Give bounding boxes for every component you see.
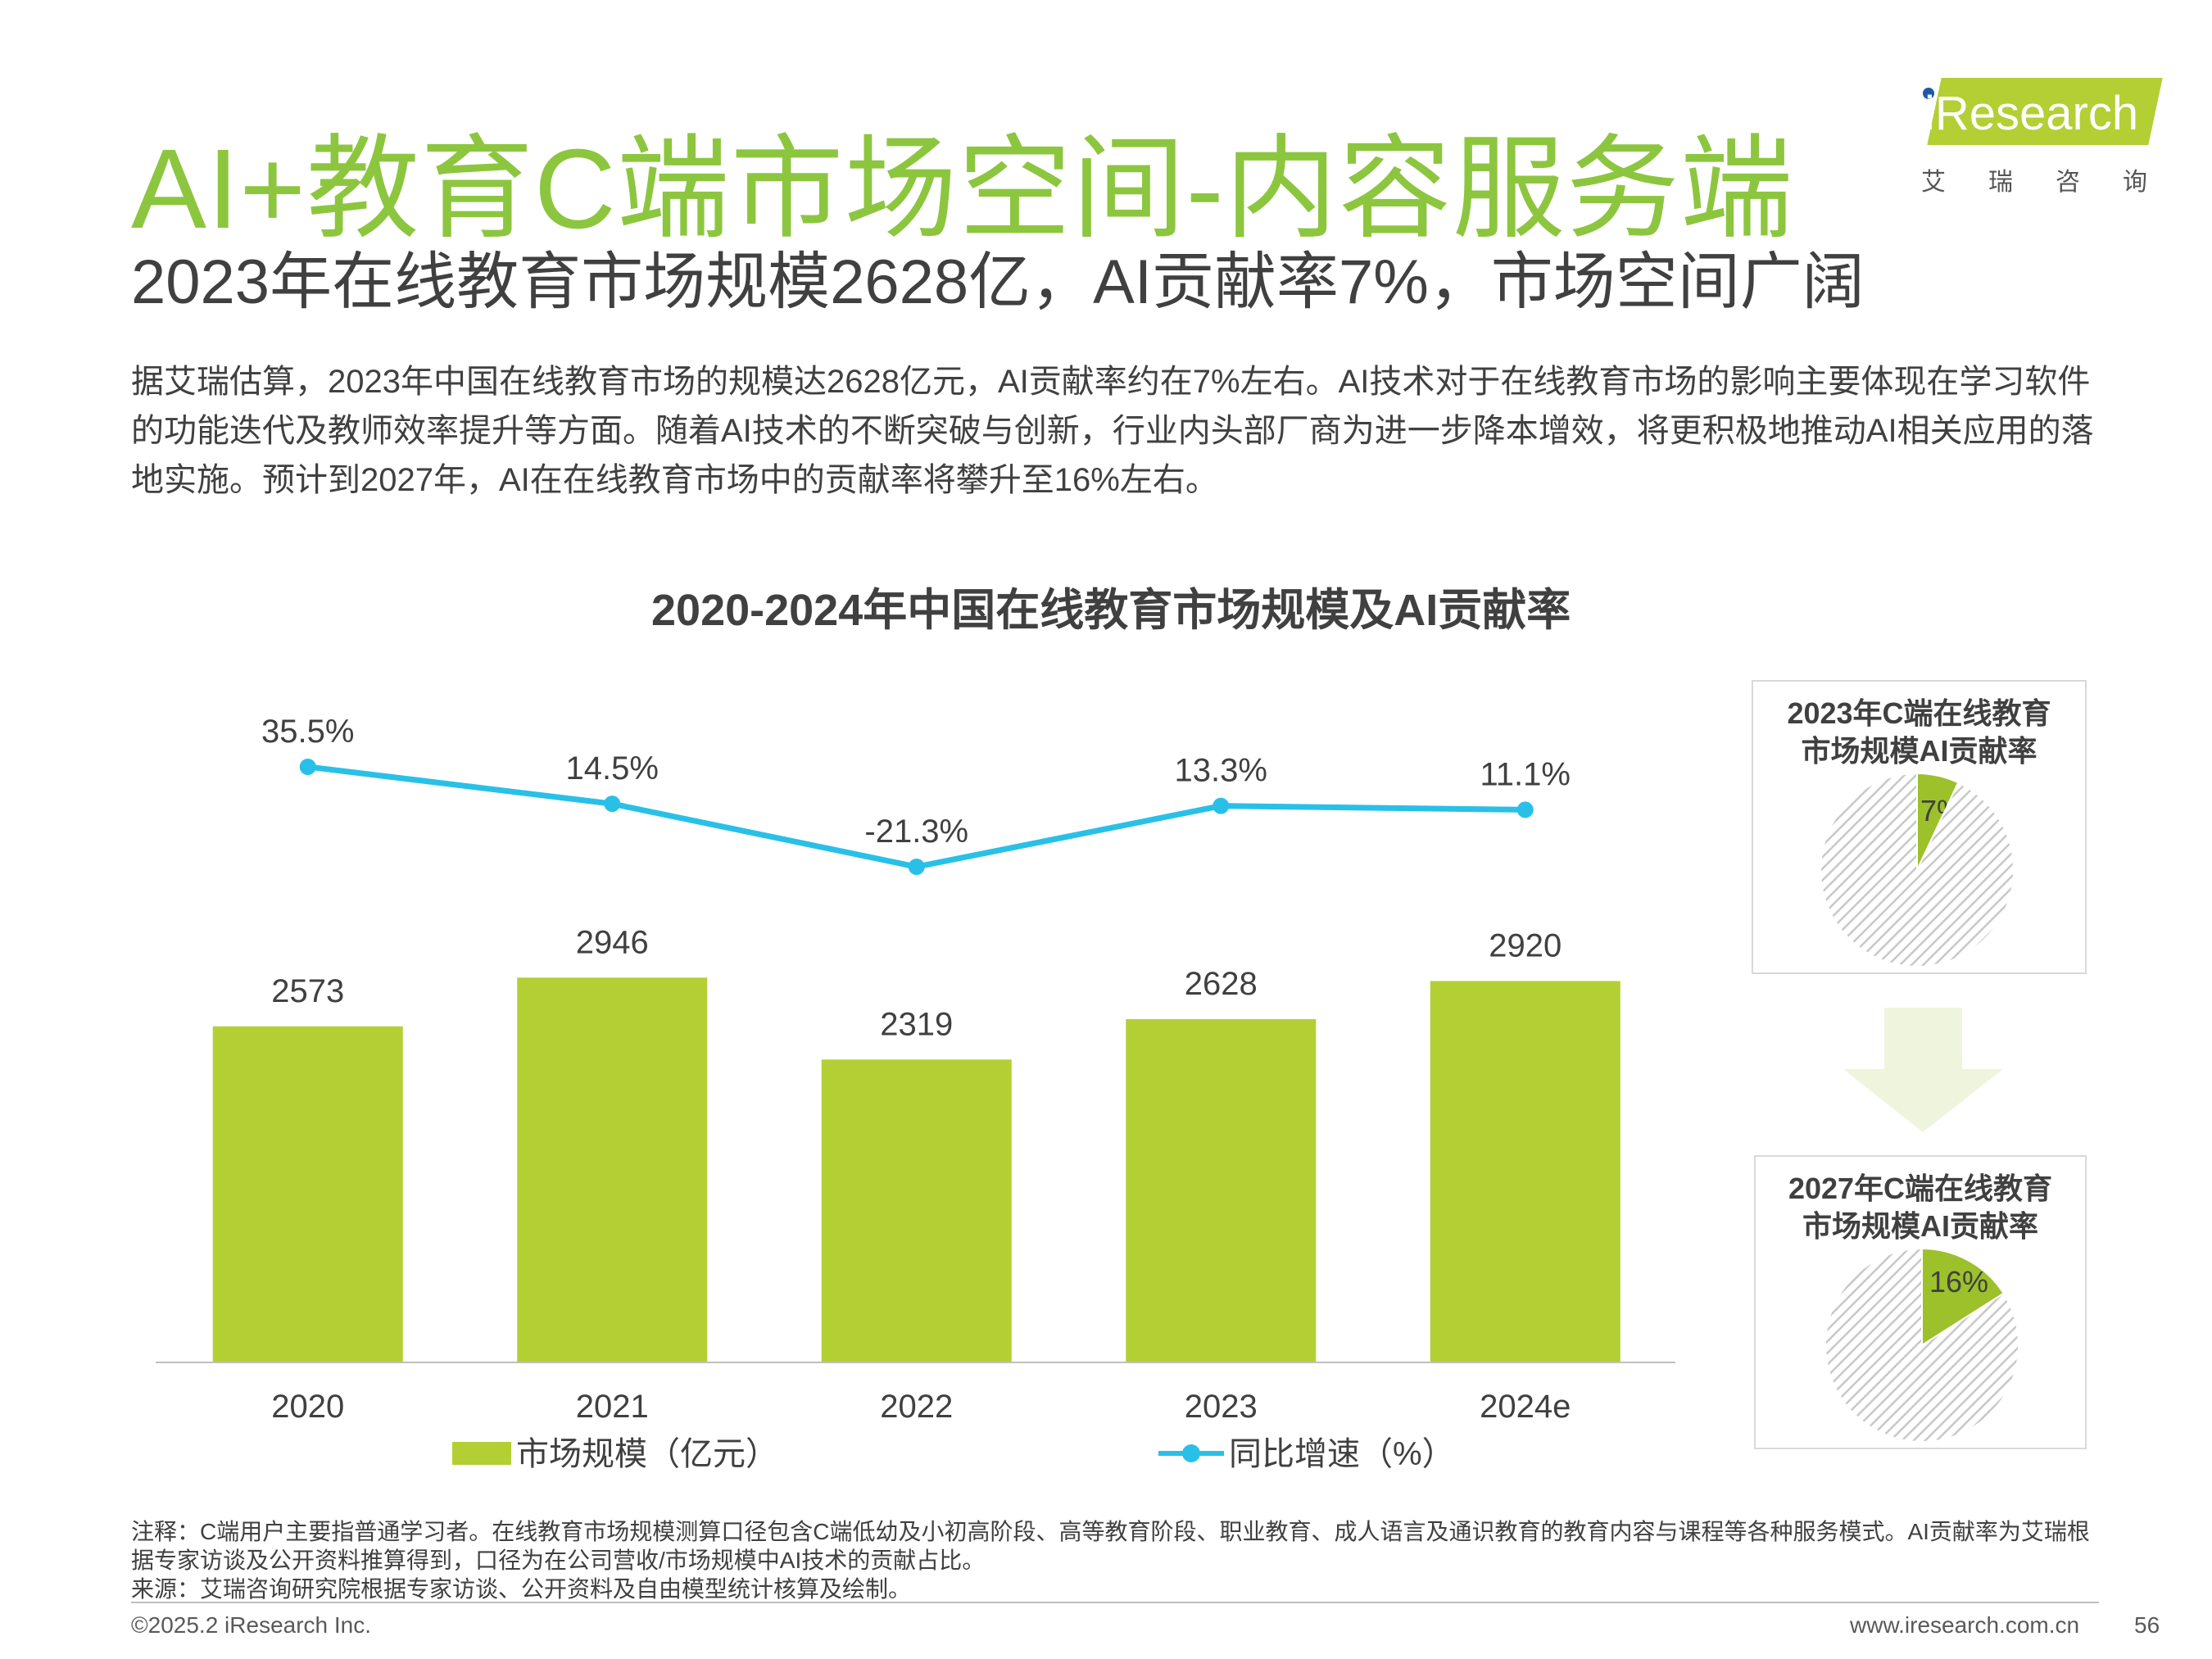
- website-link[interactable]: www.iresearch.com.cn: [1850, 1612, 2080, 1638]
- page-subtitle: 2023年在线教育市场规模2628亿，AI贡献率7%，市场空间广阔: [131, 247, 1865, 317]
- bar-label-2023: 2628: [1185, 966, 1258, 1002]
- x-tick-2020: 2020: [271, 1389, 344, 1425]
- down-arrow-icon: [1843, 1008, 2003, 1132]
- page-title: AI+教育C端市场空间-内容服务端: [131, 126, 1794, 252]
- growth-point-2024e: [1516, 801, 1534, 818]
- legend-line-marker: [1182, 1444, 1200, 1462]
- footer-divider: [131, 1602, 2099, 1603]
- source-text: 来源：艾瑞咨询研究院根据专家访谈、公开资料及自由模型统计核算及绘制。: [131, 1576, 912, 1602]
- bar-label-2021: 2946: [576, 924, 649, 960]
- logo-text: iResearch: [1924, 87, 2139, 140]
- logo-dot: [1923, 88, 1934, 99]
- pie-2027-title: 2027年C端在线教育 市场规模AI贡献率: [1756, 1170, 2085, 1245]
- growth-point-2023: [1213, 797, 1230, 814]
- logo-subtext: 艾瑞咨询: [1921, 169, 2190, 196]
- bar-2020: [212, 1026, 403, 1362]
- growth-label-2023: 13.3%: [1175, 753, 1267, 789]
- bar-label-2022: 2319: [880, 1006, 953, 1042]
- iresearch-logo: iResearch 艾瑞咨询: [1905, 70, 2175, 201]
- bar-2021: [517, 977, 708, 1362]
- x-tick-2022: 2022: [880, 1389, 953, 1425]
- pie-2027-title-line1: 2027年C端在线教育: [1788, 1172, 2053, 1205]
- bar-2023: [1126, 1019, 1317, 1362]
- growth-point-2021: [604, 796, 621, 813]
- copyright: ©2025.2 iResearch Inc.: [131, 1612, 372, 1638]
- growth-data-labels: 35.5% 14.5% -21.3% 13.3% 11.1%: [261, 714, 1571, 850]
- legend-bar-label: 市场规模（亿元）: [516, 1436, 778, 1472]
- x-tick-2024e: 2024e: [1480, 1389, 1571, 1425]
- growth-label-2022: -21.3%: [864, 814, 968, 850]
- growth-label-2021: 14.5%: [566, 750, 659, 786]
- bar-data-labels: 2573 2946 2319 2628 2920: [271, 924, 1562, 1042]
- pie-2023-title-line2: 市场规模AI贡献率: [1801, 734, 2037, 768]
- pie-2023-title: 2023年C端在线教育 市场规模AI贡献率: [1753, 695, 2085, 770]
- pie-2023-title-line1: 2023年C端在线教育: [1787, 696, 2051, 730]
- note-text: 注释：C端用户主要指普通学习者。在线教育市场规模测算口径包含C端低幼及小初高阶段…: [131, 1519, 2090, 1573]
- bar-label-2020: 2573: [271, 973, 344, 1009]
- growth-points: [299, 759, 1534, 875]
- pie-2027-panel: 2027年C端在线教育 市场规模AI贡献率 16%: [1754, 1155, 2087, 1449]
- pie-slice-0: [1921, 1247, 2006, 1347]
- x-tick-labels: 2020 2021 2022 2023 2024e: [271, 1389, 1571, 1425]
- pie-slice-label: 16%: [1929, 1265, 1988, 1299]
- footnote: 注释：C端用户主要指普通学习者。在线教育市场规模测算口径包含C端低幼及小初高阶段…: [131, 1517, 2105, 1603]
- pie-2027-title-line2: 市场规模AI贡献率: [1802, 1209, 2038, 1243]
- x-tick-2023: 2023: [1185, 1389, 1258, 1425]
- growth-label-2020: 35.5%: [261, 714, 354, 750]
- bar-series: [212, 977, 1620, 1362]
- growth-point-2022: [908, 859, 925, 875]
- page-number: 56: [2134, 1612, 2160, 1638]
- bar-2022: [821, 1059, 1012, 1362]
- legend-bar-swatch: [452, 1442, 511, 1465]
- chart-title: 2020-2024年中国在线教育市场规模及AI贡献率: [651, 586, 1571, 635]
- pie-2023-panel: 2023年C端在线教育 市场规模AI贡献率 7%: [1752, 680, 2087, 974]
- bar-2024e: [1430, 981, 1620, 1362]
- x-tick-2021: 2021: [576, 1389, 649, 1425]
- pie-slice-1: [1820, 772, 2015, 968]
- bar-label-2024e: 2920: [1489, 927, 1562, 963]
- growth-label-2024e: 11.1%: [1480, 756, 1571, 792]
- growth-point-2020: [299, 759, 316, 775]
- intro-paragraph: 据艾瑞估算，2023年中国在线教育市场的规模达2628亿元，AI贡献率约在7%左…: [131, 364, 2094, 498]
- legend-line-label: 同比增速（%）: [1229, 1436, 1455, 1472]
- pie-slice-1: [1824, 1247, 2019, 1443]
- pie-2027-chart: 16%: [1824, 1247, 2019, 1443]
- pie-2023-chart: 7%: [1820, 772, 2015, 968]
